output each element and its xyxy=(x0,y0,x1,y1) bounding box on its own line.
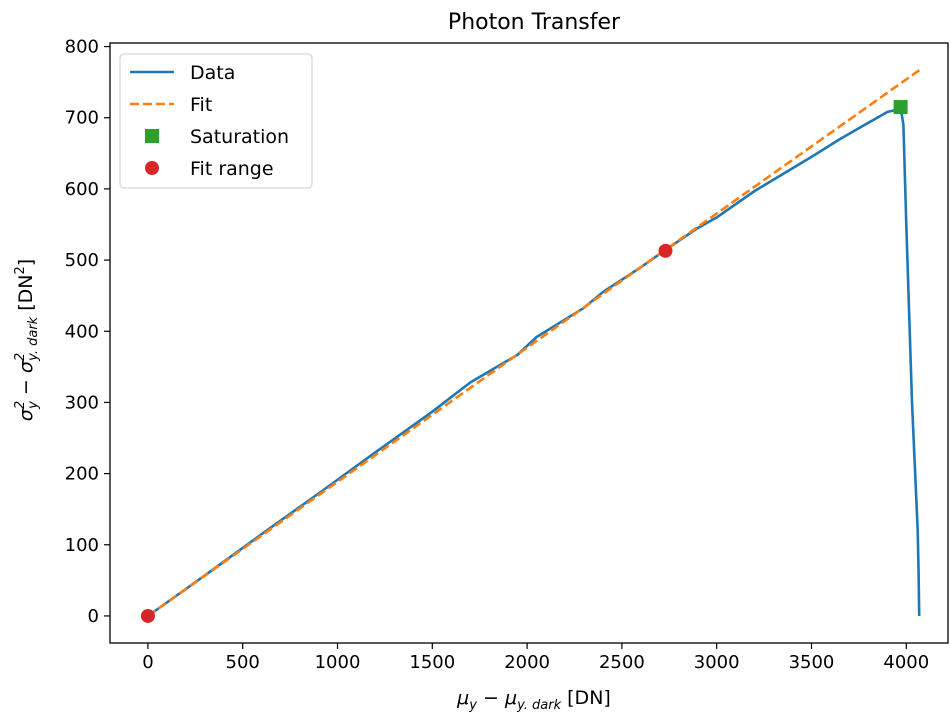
y-label-unit-sup: 2 xyxy=(13,266,28,274)
saturation-marker xyxy=(893,100,908,115)
y-tick-label: 100 xyxy=(65,535,99,556)
x-tick-label: 2000 xyxy=(504,652,550,673)
y-label-sub1: y xyxy=(26,401,41,410)
plot-series-group xyxy=(147,67,923,618)
chart-title: Photon Transfer xyxy=(448,10,621,35)
legend-box xyxy=(119,53,313,189)
legend-saturation-label: Saturation xyxy=(190,126,289,148)
legend-fit-label: Fit xyxy=(190,94,212,116)
x-tick-label: 3000 xyxy=(694,652,740,673)
plot-markers-group xyxy=(140,100,908,623)
x-tick-label: 4000 xyxy=(883,652,929,673)
y-tick-label: 600 xyxy=(65,179,99,200)
x-label-mid: − μ xyxy=(477,687,517,709)
legend-entries: Data Fit Saturation Fit range xyxy=(130,62,289,180)
x-axis-ticks: 0 500 1000 1500 2000 2500 3000 3500 4000 xyxy=(142,643,929,673)
y-tick-label: 400 xyxy=(65,321,99,342)
x-label-sub1: y xyxy=(468,698,477,713)
x-tick-label: 3500 xyxy=(789,652,835,673)
y-label-mid: − σ xyxy=(15,360,37,401)
y-label-sup2: 2 xyxy=(13,353,28,361)
fit-series-line xyxy=(147,67,923,618)
data-series-line xyxy=(147,105,921,618)
plot-frame xyxy=(109,42,949,644)
x-label-unit: [DN] xyxy=(561,687,611,709)
legend-data-label: Data xyxy=(190,62,235,84)
x-tick-label: 1000 xyxy=(315,652,361,673)
y-label-main: σ xyxy=(15,408,37,421)
y-axis-label: σ2y − σ2y. dark [DN2] xyxy=(13,259,41,421)
legend-fit-range-swatch xyxy=(145,161,159,175)
x-tick-label: 0 xyxy=(142,652,153,673)
x-tick-label: 2500 xyxy=(599,652,645,673)
x-label-sub2: y. dark xyxy=(516,698,562,713)
y-label-unit: [DN xyxy=(15,275,37,317)
x-axis-label: μy − μy. dark [DN] xyxy=(456,687,611,713)
legend-saturation-swatch xyxy=(145,129,159,143)
y-tick-label: 300 xyxy=(65,392,99,413)
fit-range-marker xyxy=(658,243,673,258)
y-axis-ticks: 0 100 200 300 400 500 600 700 800 xyxy=(65,37,110,627)
y-tick-label: 800 xyxy=(65,37,99,58)
y-tick-label: 700 xyxy=(65,108,99,129)
y-tick-label: 500 xyxy=(65,250,99,271)
x-label-main: μ xyxy=(456,687,469,709)
fit-range-marker xyxy=(140,608,155,623)
y-label-sup1: 2 xyxy=(13,401,28,409)
y-label-sub2: y. dark xyxy=(26,316,41,362)
x-tick-label: 1500 xyxy=(409,652,455,673)
y-tick-label: 0 xyxy=(88,606,99,627)
legend-fit-range-label: Fit range xyxy=(190,158,274,180)
legend: Data Fit Saturation Fit range xyxy=(119,53,313,189)
y-tick-label: 200 xyxy=(65,464,99,485)
x-tick-label: 500 xyxy=(226,652,260,673)
y-label-unit-end: ] xyxy=(15,259,37,266)
